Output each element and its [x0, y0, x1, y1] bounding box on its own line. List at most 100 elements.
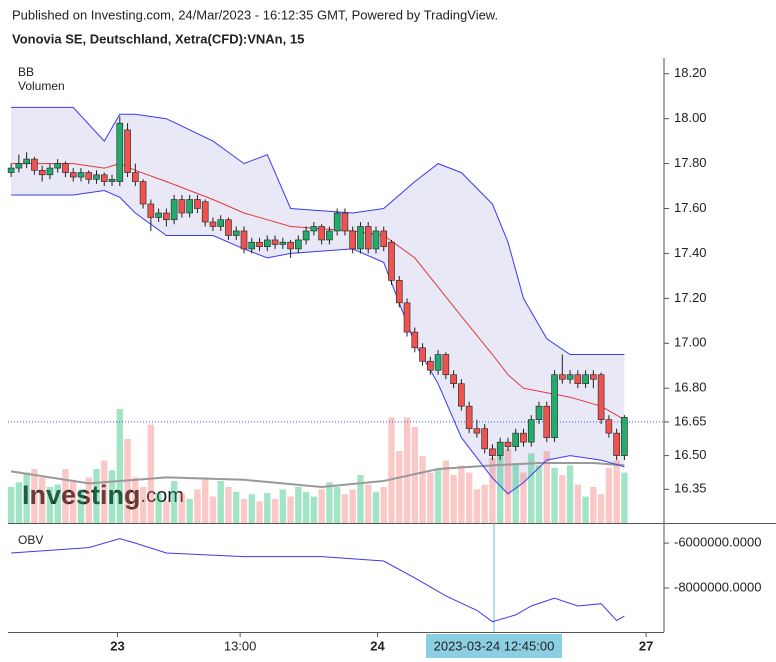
candle-body — [139, 181, 147, 205]
candle-body — [85, 172, 93, 180]
crosshair-label-bg — [425, 634, 562, 658]
volume-bar — [77, 489, 85, 523]
volume-bar — [380, 487, 387, 523]
y-tick-label: 18.00 — [674, 110, 707, 125]
candle-body — [357, 226, 364, 250]
candle-body — [124, 129, 131, 173]
watermark-main: Investing — [22, 480, 141, 510]
volume-bar — [287, 496, 294, 523]
candle-body — [225, 219, 232, 236]
volume-bar — [528, 453, 535, 523]
volume-bar — [605, 467, 613, 523]
volume-bar — [520, 472, 527, 523]
candle-body — [310, 226, 318, 232]
candle-body — [419, 347, 426, 362]
candle-body — [364, 226, 372, 250]
volume-bar — [349, 489, 356, 523]
candle-body — [527, 419, 535, 443]
volume-ma — [10, 462, 625, 489]
volume-bar — [31, 469, 38, 523]
volume-bar — [15, 482, 23, 523]
candle-body — [163, 212, 170, 221]
candle-body — [341, 212, 349, 232]
volume-bar — [442, 460, 450, 523]
volume-bar — [365, 484, 372, 523]
candle-body — [232, 230, 240, 236]
volume-bar — [403, 417, 411, 523]
volume-bar — [46, 487, 54, 523]
volume-bar — [341, 494, 349, 523]
volume-bar — [574, 484, 582, 523]
volume-bar — [621, 472, 628, 523]
volume-bar — [597, 494, 605, 523]
volume-bar — [178, 493, 186, 523]
volume-bar — [163, 501, 170, 523]
volume-bar — [396, 451, 403, 523]
bb-fill — [11, 107, 625, 494]
candle-body — [147, 203, 155, 218]
obv-tick-label: -6000000.0000 — [674, 535, 761, 550]
candle-body — [7, 167, 15, 173]
y-tick-label: 17.20 — [674, 290, 707, 305]
candle-body — [263, 239, 271, 247]
candle-body — [178, 199, 186, 214]
bb-upper — [11, 106, 625, 355]
y-tick-label: 17.60 — [674, 200, 707, 215]
candle-body — [380, 230, 388, 247]
legend-bb: BB — [18, 65, 34, 79]
candle-body — [279, 241, 287, 245]
volume-bar — [566, 465, 574, 523]
candle-body — [240, 230, 248, 250]
y-tick-label: 17.80 — [674, 155, 707, 170]
volume-bar — [473, 489, 481, 523]
bb-lower — [11, 189, 625, 495]
volume-bar — [132, 477, 139, 523]
volume-bar — [302, 491, 310, 523]
candle-body — [582, 374, 589, 385]
watermark-suffix: .com — [141, 485, 184, 507]
candle-body — [434, 354, 442, 371]
candle-body — [100, 174, 108, 182]
volume-bar — [481, 484, 488, 523]
candle-body — [194, 199, 201, 209]
volume-bar — [54, 484, 61, 523]
candle-body — [31, 158, 38, 171]
volume-bar — [512, 463, 519, 523]
candle-body — [613, 432, 620, 456]
candle-body — [559, 374, 566, 380]
volume-bar — [559, 475, 566, 523]
candle-body — [411, 331, 419, 349]
candle-body — [442, 354, 450, 376]
y-tick-label: 16.35 — [674, 481, 707, 496]
candle-body — [403, 302, 411, 333]
volume-bar — [434, 469, 442, 523]
candle-body — [287, 241, 294, 250]
candle-body — [155, 212, 162, 218]
volume-bar — [201, 477, 209, 523]
candle-body — [496, 441, 504, 456]
volume-bar — [233, 491, 240, 523]
candle-body — [116, 122, 124, 182]
volume-bar — [240, 499, 248, 523]
volume-bar — [279, 489, 287, 523]
obv-tick-label: -8000000.0000 — [674, 579, 761, 594]
volume-bar — [465, 472, 473, 523]
y-tick-label: 16.65 — [674, 413, 707, 428]
published-line: Published on Investing.com, 24/Mar/2023 … — [12, 7, 498, 22]
volume-bar — [155, 493, 162, 523]
candle-body — [504, 441, 512, 447]
volume-bar — [101, 460, 108, 523]
volume-bar — [139, 487, 147, 523]
candle-body — [69, 172, 77, 178]
candle-body — [535, 405, 543, 420]
candle-body — [395, 280, 403, 304]
volume-bar — [582, 496, 589, 523]
obv-label: OBV — [18, 533, 43, 547]
volume-bar — [271, 499, 279, 523]
volume-bar — [590, 487, 597, 523]
volume-bar — [333, 487, 341, 523]
legend-volume: Volumen — [18, 79, 65, 93]
candle-body — [248, 241, 256, 250]
x-tick-label: 23 — [110, 638, 124, 653]
volume-bar — [388, 417, 395, 523]
